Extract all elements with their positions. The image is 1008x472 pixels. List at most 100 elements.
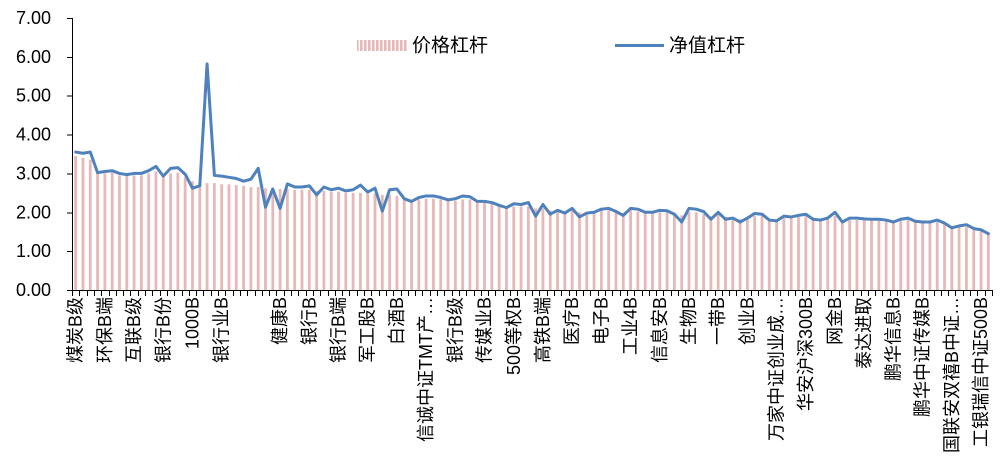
nav-leverage-point <box>286 182 289 186</box>
price-leverage-bar <box>548 210 552 290</box>
nav-leverage-point <box>753 212 756 215</box>
x-tick-label: 银行B份 <box>153 297 173 363</box>
price-leverage-bar <box>220 184 224 290</box>
price-leverage-bar <box>636 211 640 290</box>
price-leverage-bar <box>738 219 742 290</box>
nav-leverage-point <box>519 203 523 206</box>
price-leverage-bar <box>884 220 888 290</box>
price-leverage-bar <box>563 211 567 290</box>
nav-leverage-point <box>841 220 844 224</box>
x-tick-label: 鹏华信息B <box>883 297 903 381</box>
price-leverage-bar <box>709 216 713 290</box>
price-leverage-bar <box>541 208 545 290</box>
price-leverage-bar <box>833 216 837 290</box>
nav-leverage-point <box>103 170 107 173</box>
price-leverage-bar <box>351 192 355 290</box>
nav-leverage-point <box>110 169 114 172</box>
legend-label-price-leverage: 价格杠杆 <box>412 35 488 57</box>
price-leverage-bar <box>986 233 990 290</box>
nav-leverage-point <box>213 174 216 177</box>
nav-leverage-point <box>549 213 552 216</box>
nav-leverage-point <box>987 232 990 235</box>
legend-swatch-price-leverage <box>357 40 407 51</box>
nav-leverage-point <box>505 206 508 209</box>
x-tick-label: 创业B <box>737 297 757 345</box>
x-tick-label: 煤炭B级 <box>66 297 86 363</box>
price-leverage-bar <box>629 210 632 290</box>
price-leverage-bar <box>592 212 596 290</box>
nav-leverage-point <box>322 185 326 189</box>
x-tick-label: 信诚中证TMT产… <box>416 297 436 442</box>
nav-leverage-point <box>300 185 304 189</box>
price-leverage-bar <box>614 212 618 290</box>
nav-leverage-point <box>797 214 800 217</box>
price-leverage-bar <box>169 173 172 290</box>
nav-leverage-point <box>622 214 625 217</box>
price-leverage-bar <box>585 212 589 290</box>
price-leverage-bar <box>665 212 669 290</box>
price-leverage-bar <box>965 227 968 290</box>
price-leverage-bar <box>621 213 625 290</box>
price-leverage-bar <box>483 202 486 290</box>
price-leverage-bar <box>402 198 406 290</box>
price-leverage-bar <box>972 229 976 290</box>
price-leverage-bar <box>278 188 282 290</box>
nav-leverage-point <box>592 211 596 214</box>
y-tick-label: 6.00 <box>16 47 51 67</box>
nav-leverage-point <box>74 150 77 154</box>
price-leverage-bar <box>329 191 333 290</box>
price-leverage-bar <box>862 220 866 290</box>
nav-leverage-point <box>658 209 661 212</box>
price-leverage-bar <box>556 210 559 290</box>
nav-leverage-point <box>790 215 793 219</box>
price-leverage-bar <box>957 227 961 290</box>
price-leverage-bar <box>286 188 289 290</box>
nav-leverage-line-series <box>74 62 990 236</box>
axes <box>72 18 992 291</box>
price-leverage-bar <box>81 157 85 290</box>
nav-leverage-point <box>89 150 92 154</box>
price-leverage-bar <box>424 198 428 290</box>
price-leverage-bar <box>395 195 399 290</box>
price-leverage-bar <box>979 230 983 290</box>
x-tick-label: 国联安双禧B中证… <box>942 297 962 453</box>
price-leverage-bar <box>775 220 778 290</box>
price-leverage-bar <box>789 218 793 290</box>
price-leverage-bar <box>899 220 903 290</box>
x-tick-label: 鹏华中证传媒B <box>913 297 933 417</box>
y-tick-label: 2.00 <box>16 202 51 222</box>
price-leverage-bar <box>658 212 662 290</box>
nav-leverage-point <box>454 197 457 200</box>
nav-leverage-point <box>563 211 567 215</box>
nav-leverage-point <box>877 218 881 221</box>
price-leverage-bar <box>198 181 202 290</box>
nav-leverage-point <box>782 214 786 218</box>
price-leverage-bar <box>410 200 413 290</box>
nav-leverage-point <box>709 218 713 221</box>
price-leverage-bar <box>439 199 443 290</box>
nav-leverage-point <box>673 213 676 216</box>
nav-leverage-point <box>965 223 968 226</box>
nav-leverage-point <box>702 210 705 213</box>
nav-leverage-point <box>819 218 822 222</box>
nav-leverage-point <box>665 209 669 212</box>
price-leverage-bar <box>88 159 92 290</box>
price-leverage-bar <box>461 199 465 290</box>
price-leverage-bar <box>249 187 253 290</box>
nav-leverage-point <box>899 218 902 221</box>
y-tick-label: 7.00 <box>16 8 51 28</box>
nav-leverage-line <box>74 62 990 236</box>
nav-leverage-point <box>768 218 771 222</box>
price-leverage-bar <box>453 200 457 290</box>
nav-leverage-point <box>315 193 318 196</box>
nav-leverage-point <box>125 173 128 176</box>
price-leverage-bar <box>804 216 808 290</box>
nav-leverage-point <box>921 220 924 224</box>
nav-leverage-point <box>760 213 764 216</box>
x-tick-label: 银行B端 <box>329 297 349 363</box>
x-tick-label: 工银瑞信中证500B <box>971 297 991 447</box>
nav-leverage-point <box>359 183 362 187</box>
nav-leverage-point <box>96 171 99 174</box>
y-tick-label: 0.00 <box>16 280 51 300</box>
nav-leverage-point <box>687 207 691 210</box>
